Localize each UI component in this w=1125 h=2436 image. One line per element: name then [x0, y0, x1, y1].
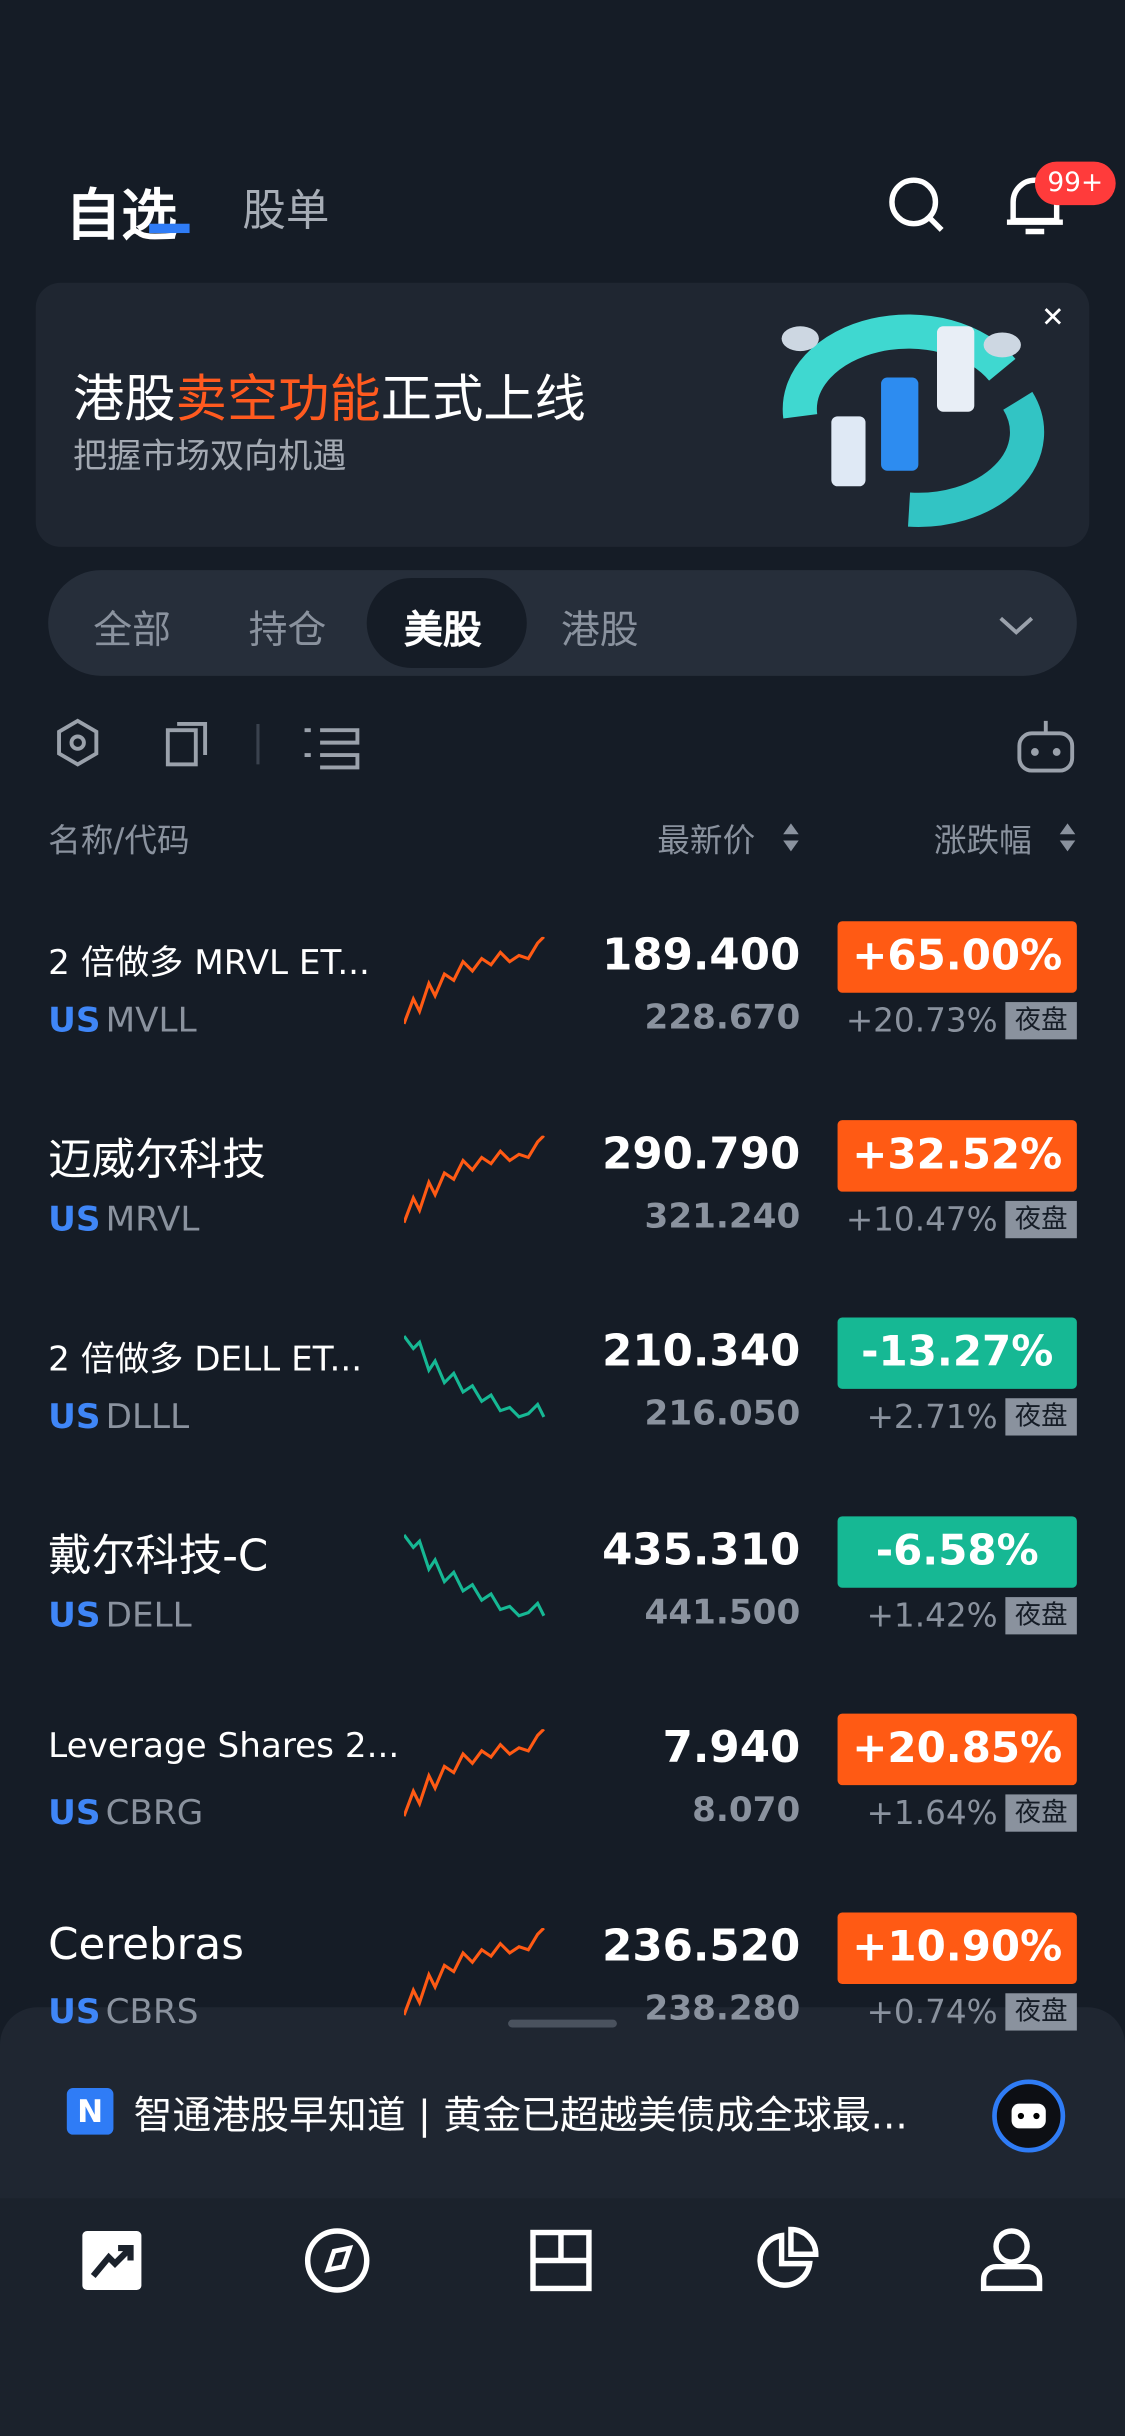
toolbar-icons — [57, 718, 360, 770]
sort-icon — [1059, 823, 1076, 852]
stock-name: 戴尔科技-C — [48, 1529, 269, 1581]
night-change: +2.71% — [866, 1398, 998, 1436]
tab[interactable]: 自选 — [65, 184, 178, 249]
night-change: +0.74% — [866, 1992, 998, 2030]
nav-icon — [980, 2228, 1043, 2292]
change-badge: -6.58% — [837, 1515, 1077, 1588]
bottom-nav — [0, 2198, 1125, 2436]
sparkline — [404, 1927, 545, 2015]
night-label: 夜盘 — [1005, 1596, 1077, 1634]
night-price: 441.500 — [644, 1593, 801, 1633]
column-header[interactable]: 涨跌幅 — [933, 821, 1032, 860]
news-logo: N — [66, 2088, 114, 2135]
stock-row[interactable]: Leverage Shares 2... US CBRG 7.940 8.070 +20.… — [0, 1686, 1125, 1883]
stock-name: 2 倍做多 DELL ET... — [48, 1340, 363, 1380]
night-label: 夜盘 — [1005, 1002, 1077, 1040]
change-badge: +32.52% — [837, 1119, 1077, 1191]
sort-icon — [783, 823, 799, 852]
night-price: 238.280 — [644, 1989, 801, 2029]
change-badge: +20.85% — [837, 1713, 1077, 1786]
column-header[interactable]: 最新价 — [657, 821, 756, 860]
stock-name: 2 倍做多 MRVL ET... — [48, 944, 370, 984]
sparkline — [404, 1729, 545, 1817]
nav-icon — [304, 2228, 370, 2293]
robot-icon[interactable] — [1013, 718, 1078, 774]
market: US — [48, 1992, 101, 2032]
text: 正式上线 — [380, 368, 586, 429]
night-price: 228.670 — [644, 998, 801, 1038]
badge: 99+ — [1034, 161, 1116, 206]
text: 卖空功能 — [175, 368, 381, 429]
price: 290.790 — [602, 1127, 801, 1179]
stock-code: MRVL — [105, 1200, 200, 1239]
filter-tab[interactable]: 港股 — [560, 607, 639, 653]
news-text[interactable]: 智通港股早知道 | 黄金已超越美债成全球最... — [133, 2092, 908, 2138]
stock-name: Leverage Shares 2... — [48, 1727, 400, 1767]
night-price: 216.050 — [644, 1395, 801, 1434]
nav-icon — [530, 2229, 592, 2292]
price: 189.400 — [602, 929, 801, 981]
night-change: +20.73% — [845, 1002, 998, 1040]
price: 7.940 — [662, 1721, 801, 1773]
filter-tab[interactable]: 持仓 — [248, 607, 327, 653]
sparkline — [404, 1335, 546, 1419]
banner-title: 港股卖空功能正式上线 — [73, 357, 586, 432]
filter-selected-bg — [366, 577, 527, 669]
change-badge: +10.90% — [837, 1911, 1077, 1984]
stock-code: CBRG — [105, 1794, 204, 1834]
sparkline — [404, 1134, 545, 1223]
stock-code: MVLL — [105, 1002, 197, 1041]
night-label: 夜盘 — [1005, 1794, 1077, 1832]
stock-code: DELL — [105, 1596, 192, 1636]
stock-name: 迈威尔科技 — [48, 1133, 266, 1185]
close-button[interactable]: ✕ — [1041, 301, 1065, 335]
tab[interactable]: 股单 — [242, 184, 330, 237]
stock-code: DLLL — [105, 1398, 190, 1438]
banner-subtitle: 把握市场双向机遇 — [73, 438, 347, 477]
night-price: 8.070 — [692, 1791, 801, 1831]
column-header: 名称/代码 — [48, 821, 190, 860]
banner-illustration — [781, 314, 1045, 527]
night-label: 夜盘 — [1005, 1200, 1077, 1238]
night-price: 321.240 — [644, 1197, 801, 1236]
stock-row[interactable]: 戴尔科技-C US DELL 435.310 441.500 -6.58% +1.42% 夜盘 — [0, 1488, 1125, 1685]
stock-code: CBRS — [105, 1992, 199, 2032]
filter-tab[interactable]: 全部 — [93, 607, 171, 653]
market: US — [48, 1596, 101, 1636]
filter-bar — [48, 570, 1077, 676]
night-change: +1.64% — [866, 1794, 998, 1832]
night-change: +1.42% — [866, 1596, 998, 1634]
sparkline — [404, 1533, 546, 1617]
dropdown-icon[interactable] — [994, 609, 1038, 640]
price: 236.520 — [602, 1919, 801, 1971]
night-change: +10.47% — [845, 1200, 998, 1238]
price: 435.310 — [602, 1523, 801, 1575]
stock-name: Cerebras — [48, 1917, 244, 1970]
text: 港股 — [73, 368, 176, 429]
market: US — [48, 1200, 101, 1239]
stock-row[interactable]: 2 倍做多 DELL ET... US DLLL 210.340 216.050 -13.… — [0, 1289, 1125, 1486]
filter-tab[interactable]: 美股 — [404, 607, 482, 653]
night-label: 夜盘 — [1005, 1992, 1077, 2030]
sheet-handle — [508, 2019, 617, 2028]
change-badge: -13.27% — [837, 1317, 1077, 1389]
tab-underline — [149, 223, 190, 234]
sparkline — [404, 936, 545, 1025]
assistant-icon[interactable] — [991, 2079, 1066, 2154]
change-badge: +65.00% — [837, 921, 1077, 993]
nav-icon — [82, 2230, 142, 2291]
stock-row[interactable]: 2 倍做多 MRVL ET... US MVLL 189.400 228.670 +65.… — [0, 893, 1125, 1090]
stock-row[interactable]: Cerebras US CBRS 236.520 238.280 +10.90% +0.74… — [0, 1884, 1125, 2081]
price: 210.340 — [602, 1325, 801, 1377]
market: US — [48, 1002, 101, 1041]
search-icon[interactable] — [886, 174, 948, 236]
market: US — [48, 1794, 101, 1834]
news-sheet[interactable] — [0, 2007, 1125, 2210]
nav-icon — [757, 2226, 819, 2288]
stock-row[interactable]: 迈威尔科技 US MRVL 290.790 321.240 +32.52% +10.47% 夜… — [0, 1091, 1125, 1288]
night-label: 夜盘 — [1005, 1398, 1077, 1436]
market: US — [48, 1398, 101, 1438]
